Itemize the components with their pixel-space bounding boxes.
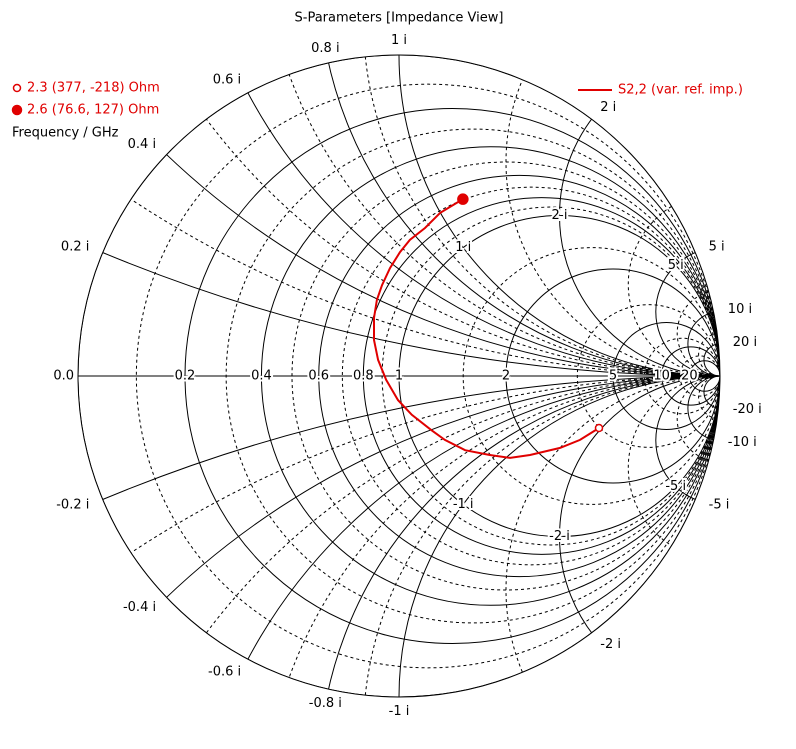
grid-circle [260,146,720,606]
x-tick-label: -0.2 i [56,498,89,513]
grid-circle [612,322,720,430]
grid-arc [78,375,720,697]
grid-arc [703,343,720,377]
minor-grid-arc [78,55,720,377]
x-tick-label: 0.2 i [61,239,89,254]
inner-x-tick-label: -5 i [665,479,686,494]
x-tick-label: -1 i [389,704,410,719]
grid-arc [318,55,720,377]
minor-grid-arc [78,375,720,697]
series-line [373,198,600,459]
grid-arc [687,375,720,441]
x-tick-label: -20 i [733,402,762,417]
r-tick-label: 0.4 [251,369,272,384]
grid-arc [78,55,720,377]
grid-arc [78,55,720,377]
tick-labels: 0.0 0.2 0.4 0.6 0.8 1 2 5 10 20 -20 i -10 i -5 i -2 i… [51,33,762,719]
marker-label: 2.3 (377, -218) Ohm [27,81,160,96]
x-tick-label: 0.4 i [128,137,156,152]
x-tick-label: 20 i [733,335,757,350]
marker-legend-icon [11,104,23,116]
minor-grid-arc [676,289,720,377]
x-tick-label: -2 i [600,637,621,652]
outer-circle [77,54,721,698]
inner-x-tick-label: 5 i [668,258,684,273]
r-tick-label: 10 [653,369,670,384]
minor-grid-arc [676,375,720,463]
grid-circle [318,174,720,578]
marker-note: Frequency / GHz [12,126,119,141]
minor-grid-arc [505,55,720,377]
r-tick-label: 2 [502,369,510,384]
minor-grid-arc [260,55,720,377]
x-tick-label: 2 i [600,100,616,115]
x-tick-label: 1 i [391,33,407,48]
minor-grid-arc [698,332,720,377]
x-tick-label: 0.8 i [311,41,339,56]
inner-x-tick-label: -1 i [453,497,474,512]
r-tick-label: 0.2 [175,369,196,384]
x-tick-label: -5 i [709,498,730,513]
r-tick-label: 0.0 [53,369,74,384]
r-tick-label: 5 [609,369,617,384]
plot [373,193,604,459]
grid-circle [184,108,720,644]
minor-grid-arc [78,375,720,697]
marker-legend-icon [12,83,22,93]
x-tick-label: -0.4 i [123,600,156,615]
minor-grid-circle [135,83,720,669]
x-tick-label: -0.6 i [208,664,241,679]
chart-title: S-Parameters [Impedance View] [295,11,504,26]
r-tick-label: 0.8 [353,369,374,384]
r-tick-label: 1 [395,369,403,384]
grid-arc [687,311,720,377]
minor-grid-arc [698,375,720,420]
minor-grid-arc [78,55,720,377]
x-tick-label: 5 i [709,239,725,254]
x-tick-label: 0.6 i [213,73,241,88]
inner-x-tick-label: -2 i [549,529,570,544]
minor-grid-arc [505,375,720,697]
inner-x-tick-label: 2 i [551,208,567,223]
marker [457,193,469,205]
grid-arc [559,375,720,697]
x-tick-label: -10 i [728,435,757,450]
grid-arc [78,375,720,697]
grid-arc [559,55,720,377]
x-tick-label: 10 i [728,302,752,317]
r-tick-label: 0.6 [308,369,329,384]
legend-label: S2,2 (var. ref. imp.) [618,83,743,98]
grid-circle [505,268,720,484]
r-tick-label: 20 [681,369,698,384]
x-tick-label: -0.8 i [309,696,342,711]
grid-arc [703,375,720,409]
inner-x-tick-label: 1 i [455,240,471,255]
marker-label: 2.6 (76.6, 127) Ohm [27,103,159,118]
grid-circle [362,197,720,555]
marker [594,423,604,433]
